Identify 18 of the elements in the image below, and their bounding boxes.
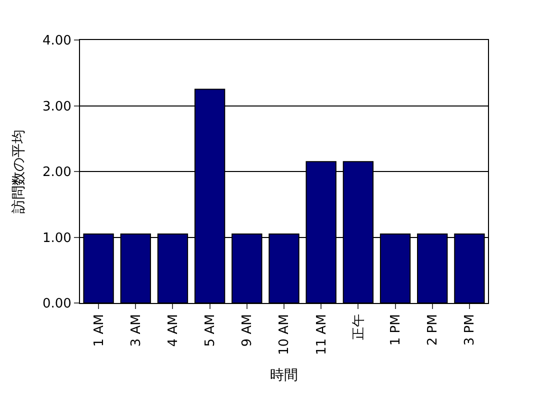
x-tick-label: 3 PM: [462, 314, 478, 346]
x-tick-label: 5 AM: [203, 314, 218, 347]
y-tick-label: 0.00: [42, 296, 72, 312]
y-tick-label: 3.00: [42, 99, 72, 114]
y-axis-title: 訪問数の平均: [11, 130, 28, 214]
x-tick-label: 1 AM: [92, 314, 107, 347]
x-axis-title: 時間: [270, 367, 298, 384]
x-tick-label: 3 AM: [128, 314, 144, 347]
x-tick-label: 4 AM: [166, 314, 181, 347]
x-tick-label: 2 PM: [426, 314, 441, 346]
x-tick-label: 9 AM: [240, 314, 256, 347]
y-tick-label: 1.00: [42, 230, 72, 246]
x-tick-label: 正午: [351, 314, 366, 340]
x-tick-label: 10 AM: [277, 314, 292, 355]
y-tick-label: 2.00: [42, 165, 72, 180]
y-tick-label: 4.00: [42, 34, 72, 49]
x-tick-label: 11 AM: [314, 314, 330, 355]
x-tick-label: 1 PM: [388, 314, 404, 346]
